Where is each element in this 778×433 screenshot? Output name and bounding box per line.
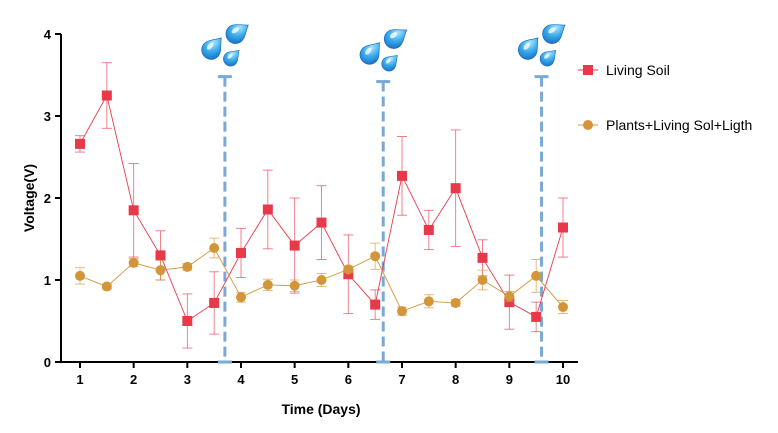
data-point [423,296,434,307]
data-point [128,257,139,268]
y-axis-title: Voltage(V) [21,164,37,232]
legend-marker-circle [583,120,593,130]
legend-label-plants: Plants+Living Sol+Ligth [606,117,752,133]
water-drop-highlight [385,58,391,64]
water-drop-highlight [206,42,214,50]
series-living-soil [75,62,568,349]
data-point [289,280,300,291]
x-tick-label: 8 [452,372,459,387]
data-point [101,90,112,101]
data-point [209,243,220,254]
water-drop-highlight [390,32,398,39]
x-tick-label: 9 [506,372,513,387]
data-point [477,275,488,285]
water-drop-highlight [227,53,233,59]
data-point [236,247,246,258]
water-drops-icon [201,24,249,67]
x-tick-label: 2 [130,372,137,387]
water-drop-highlight [365,47,372,55]
water-drop-icon [223,50,240,67]
data-point [155,250,166,261]
legend-label-living-soil: Living Soil [606,62,670,78]
water-drop-icon [383,29,408,49]
water-drop-highlight [231,27,240,34]
water-drops-icon [517,24,566,67]
data-point [558,302,568,313]
water-drop-icon [359,42,381,65]
data-point [450,297,461,308]
data-point [182,316,193,326]
water-drop-highlight [544,53,550,59]
x-tick-label: 10 [556,372,570,387]
y-tick-label: 3 [44,109,51,124]
data-point [236,292,246,303]
water-drops-icon [359,29,408,72]
x-tick-label: 4 [237,372,245,387]
x-tick-label: 5 [291,372,298,387]
water-drop-highlight [523,42,530,50]
data-point [316,275,327,285]
y-tick-label: 4 [44,27,52,42]
axes [60,34,578,363]
water-drop-icon [539,50,557,67]
water-drop-icon [201,37,222,60]
water-drop-icon [225,24,249,44]
data-point [182,261,193,272]
data-point [316,217,327,228]
legend-item-living-soil: Living Soil [578,62,670,78]
data-point [504,291,515,302]
y-tick-label: 2 [44,191,51,206]
data-point [343,264,354,275]
series-plants [75,237,568,317]
data-point [450,183,461,194]
y-tick-label: 1 [44,273,51,288]
data-point [128,205,139,216]
water-drop-icon [517,37,539,60]
x-axis-title: Time (Days) [281,401,360,417]
data-point [155,265,166,276]
water-drop-icon [542,24,566,44]
data-point [209,297,220,308]
data-point [289,240,300,251]
x-tick-label: 6 [345,372,352,387]
data-point [531,311,542,322]
data-point [504,297,515,308]
legend-item-plants: Plants+Living Sol+Ligth [578,117,752,133]
data-point [262,279,273,290]
legend: Living Soil Plants+Living Sol+Ligth [578,62,752,133]
data-point [370,299,381,310]
water-drop-highlight [548,27,556,34]
x-tick-label: 1 [76,372,83,387]
data-point [477,252,488,263]
water-drop-icon [381,55,398,72]
data-point [262,204,273,215]
data-point [397,170,407,181]
data-point [531,270,542,281]
data-point [423,224,434,235]
x-tick-label: 7 [398,372,405,387]
data-point [101,281,112,292]
data-point [397,306,407,317]
data-point [75,270,85,281]
x-tick-label: 3 [184,372,191,387]
y-tick-label: 0 [44,355,51,370]
data-point [558,222,568,233]
data-point [370,251,381,262]
data-point [75,138,85,149]
legend-marker-square [583,65,593,75]
